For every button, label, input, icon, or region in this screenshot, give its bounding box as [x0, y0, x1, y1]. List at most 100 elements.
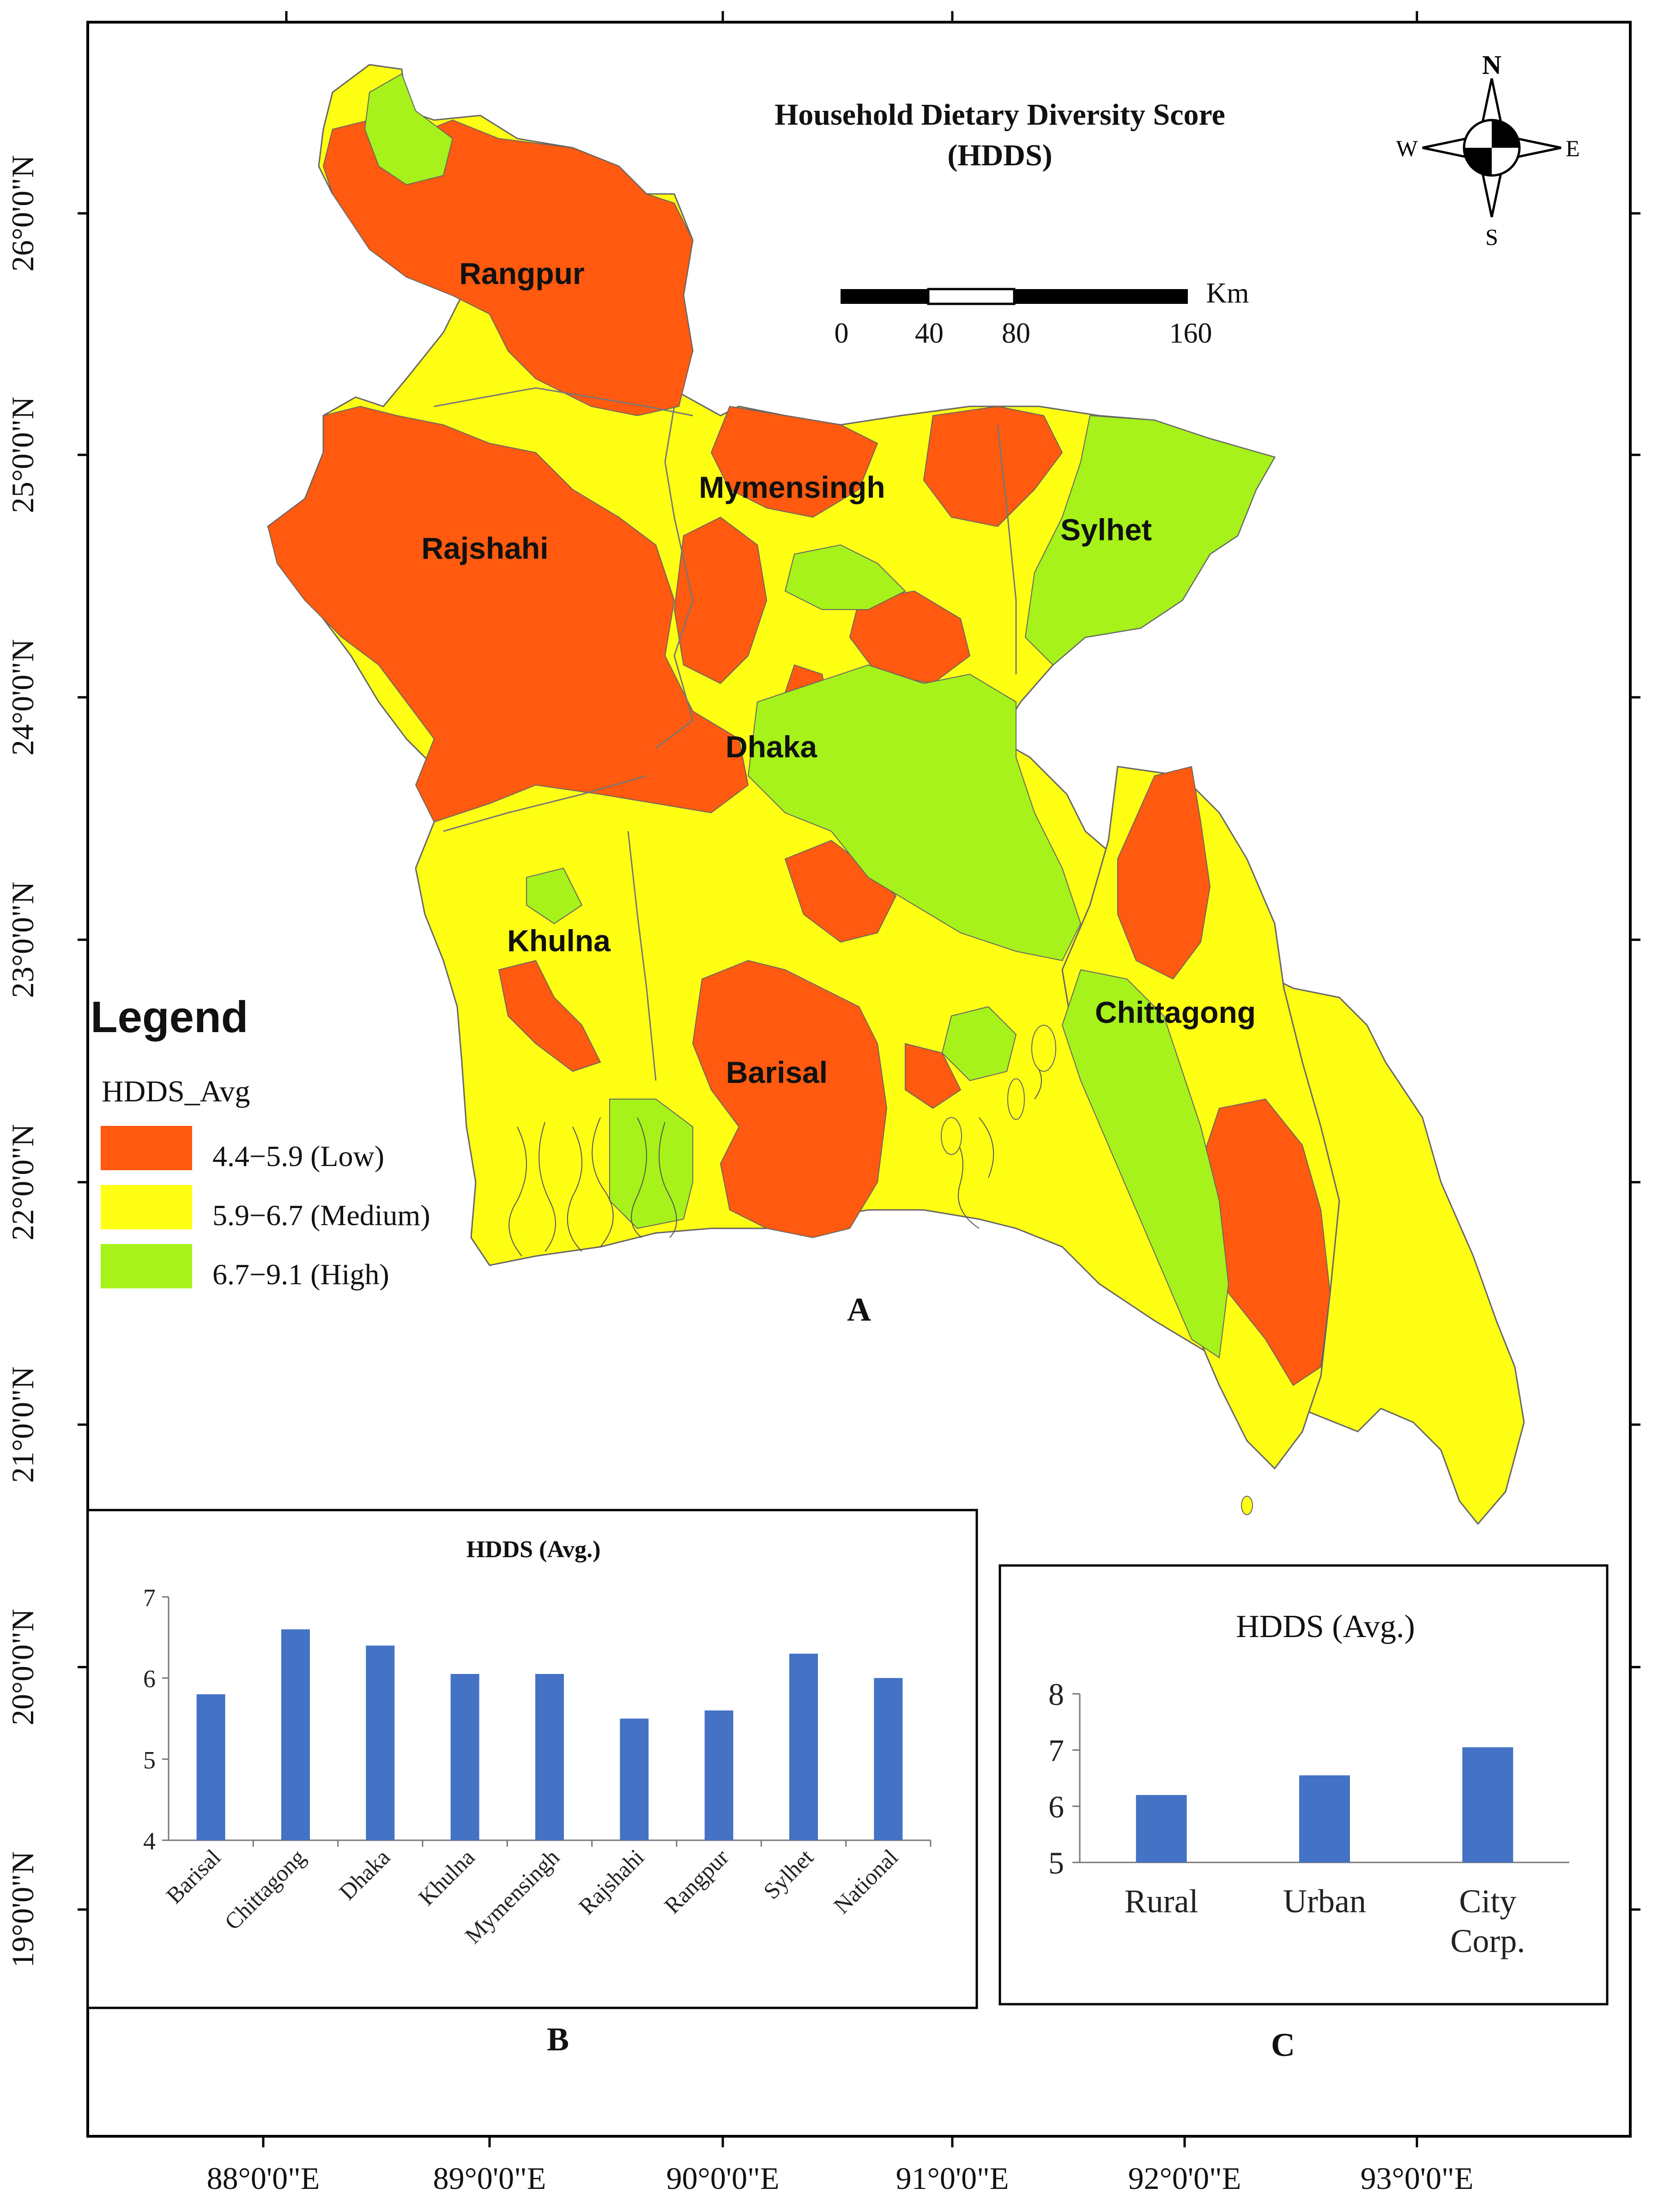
- scale-unit: Km: [1206, 278, 1249, 309]
- legend-swatch-medium: [101, 1185, 192, 1229]
- chart-b-bar: [366, 1645, 395, 1840]
- chart-b-ytick: 7: [143, 1584, 156, 1612]
- chart-c-xtick: Rural: [1125, 1883, 1198, 1920]
- chart-c-ytick: 6: [1048, 1789, 1064, 1824]
- compass-n: N: [1482, 50, 1501, 80]
- chart-b-bar: [281, 1629, 310, 1840]
- choropleth-map: [267, 64, 1525, 1525]
- sundarbans-rivers: [508, 1062, 1042, 1257]
- map-frame: [86, 21, 1632, 2138]
- legend: Legend HDDS_Avg 4.4−5.9 (Low) 5.9−6.7 (M…: [91, 992, 430, 1291]
- noakhali-low-area: [905, 1043, 962, 1109]
- compass-w: W: [1396, 135, 1418, 161]
- label-rajshahi: Rajshahi: [421, 531, 548, 565]
- map-title-line2: (HDDS): [947, 139, 1052, 172]
- panel-label-c: C: [1271, 2026, 1295, 2063]
- sylhet-high-area: [1024, 415, 1276, 666]
- chart-b-bar: [196, 1694, 225, 1840]
- sundarbans-high-area: [609, 1099, 693, 1229]
- khulna-low-area: [498, 960, 601, 1072]
- latitude-labels: 26°0'0"N 25°0'0"N 24°0'0"N 23°0'0"N 22°0'0"N…: [5, 155, 40, 1968]
- chart-b-ytick: 6: [143, 1665, 156, 1693]
- north-arrow: N S E W: [1396, 50, 1580, 250]
- chart-b-bar: [620, 1718, 649, 1840]
- dhaka-north-low-area: [673, 516, 768, 684]
- chart-c-ytick: 7: [1048, 1733, 1064, 1768]
- chart-b-bar: [789, 1653, 818, 1840]
- mymensingh-low-area: [710, 405, 878, 518]
- division-labels: Rangpur Mymensingh Rajshahi Sylhet Dhaka…: [421, 256, 1256, 1089]
- lat-label: 26°0'0"N: [5, 155, 40, 272]
- chart-c-ytick: 8: [1048, 1677, 1064, 1712]
- chart-b-ytick: 4: [143, 1827, 156, 1855]
- graticule-ticks: [78, 11, 1640, 2147]
- legend-swatch-low: [101, 1126, 192, 1170]
- chart-c-bar: [1462, 1747, 1513, 1862]
- lat-label: 23°0'0"N: [5, 882, 40, 998]
- legend-title: Legend: [91, 992, 248, 1042]
- label-mymensingh: Mymensingh: [699, 470, 885, 504]
- label-chittagong: Chittagong: [1095, 995, 1256, 1029]
- khulna-high-area: [526, 867, 583, 925]
- chart-b-bar: [535, 1674, 564, 1840]
- chart-c-xtick: City: [1459, 1883, 1516, 1920]
- lat-label: 20°0'0"N: [5, 1609, 40, 1725]
- lon-label: 90°0'0"E: [666, 2161, 780, 2196]
- legend-label-low: 4.4−5.9 (Low): [212, 1140, 384, 1172]
- rajshahi-low-area: [267, 405, 749, 823]
- label-khulna: Khulna: [507, 924, 611, 958]
- label-dhaka: Dhaka: [726, 730, 817, 764]
- map-title: Household Dietary Diversity Score (HDDS): [775, 98, 1225, 172]
- chart-b-title: HDDS (Avg.): [466, 1536, 601, 1563]
- chart-b-bar: [704, 1710, 733, 1840]
- lon-label: 93°0'0"E: [1361, 2161, 1474, 2196]
- lon-label: 91°0'0"E: [896, 2161, 1009, 2196]
- chart-c-xtick: Corp.: [1450, 1922, 1525, 1959]
- chittagong-high-area: [1061, 969, 1229, 1359]
- division-boundaries: [434, 387, 1017, 1081]
- scale-tick-160: 160: [1169, 318, 1212, 349]
- chart-c-xtick: Urban: [1283, 1883, 1366, 1920]
- lon-label: 92°0'0"E: [1128, 2161, 1241, 2196]
- chittagong-hills-low-area: [1117, 766, 1211, 980]
- lat-label: 24°0'0"N: [5, 639, 40, 755]
- chart-c-bar: [1299, 1775, 1350, 1862]
- legend-label-medium: 5.9−6.7 (Medium): [212, 1199, 430, 1232]
- lon-label: 88°0'0"E: [207, 2161, 320, 2196]
- legend-swatch-high: [101, 1244, 192, 1288]
- scale-tick-0: 0: [835, 318, 849, 349]
- compass-e: E: [1566, 135, 1580, 161]
- mymensingh-high-area: [784, 544, 906, 610]
- chart-b-frame: [86, 1509, 978, 2009]
- chart-c-ytick: 5: [1048, 1845, 1064, 1880]
- map-title-line1: Household Dietary Diversity Score: [775, 98, 1225, 132]
- scale-tick-80: 80: [1002, 318, 1030, 349]
- lon-label: 89°0'0"E: [433, 2161, 546, 2196]
- chart-b-bar: [874, 1678, 903, 1840]
- low-hdds-areas: [267, 119, 1331, 1386]
- compass-s: S: [1485, 224, 1498, 250]
- rangpur-high-area: [364, 73, 454, 186]
- lat-label: 21°0'0"N: [5, 1366, 40, 1483]
- coastal-high-area: [941, 1006, 1017, 1082]
- longitude-labels: 88°0'0"E 89°0'0"E 90°0'0"E 91°0'0"E 92°0'0"E…: [207, 2161, 1474, 2196]
- legend-field: HDDS_Avg: [102, 1075, 250, 1108]
- lat-label: 22°0'0"N: [5, 1124, 40, 1240]
- chart-c-title: HDDS (Avg.): [1236, 1609, 1415, 1644]
- label-rangpur: Rangpur: [459, 256, 584, 290]
- chart-b-ytick: 5: [143, 1746, 156, 1774]
- islands: [941, 1025, 1253, 1515]
- lat-label: 25°0'0"N: [5, 397, 40, 513]
- legend-label-high: 6.7−9.1 (High): [212, 1258, 389, 1291]
- dhaka-south-low-area: [784, 840, 897, 943]
- eastern-high-area: [747, 664, 1082, 961]
- panel-label-a: A: [847, 1291, 871, 1328]
- central-low-area: [849, 590, 971, 684]
- lat-label: 19°0'0"N: [5, 1851, 40, 1968]
- sylhet-low-area: [923, 405, 1063, 527]
- chart-b-bar: [450, 1674, 479, 1840]
